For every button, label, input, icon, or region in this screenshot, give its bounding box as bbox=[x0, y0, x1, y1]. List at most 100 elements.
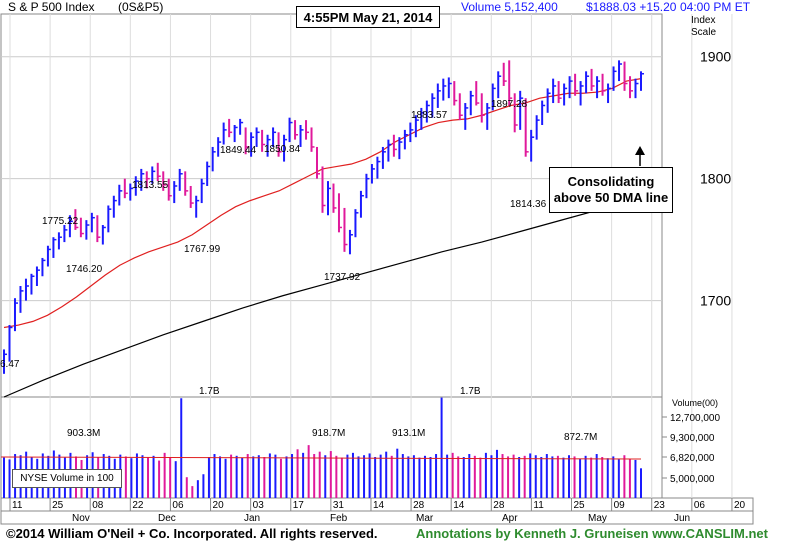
date-tick-label: 25 bbox=[52, 500, 64, 511]
volume-average-line bbox=[0, 456, 642, 460]
month-label: Jun bbox=[674, 513, 690, 524]
annotation-line-2: above 50 DMA line bbox=[553, 190, 669, 205]
date-tick-label: 28 bbox=[413, 500, 425, 511]
price-bar bbox=[337, 193, 342, 233]
price-bar bbox=[46, 245, 51, 267]
price-bar bbox=[431, 93, 436, 118]
price-bar bbox=[239, 118, 244, 135]
price-bar bbox=[568, 76, 573, 99]
month-label: Mar bbox=[416, 513, 434, 524]
price-bar bbox=[173, 181, 178, 204]
price-bar bbox=[250, 132, 255, 157]
price-bar bbox=[189, 185, 194, 208]
price-bar bbox=[3, 349, 7, 374]
price-bar bbox=[497, 71, 502, 99]
price-bar bbox=[90, 212, 95, 233]
price-change-header: $1888.03 +15.20 bbox=[586, 0, 677, 14]
price-bar bbox=[123, 178, 128, 199]
price-bar bbox=[145, 171, 150, 189]
price-bar bbox=[376, 156, 381, 179]
price-bar bbox=[398, 137, 403, 160]
volume-tick-label: 9,300,000 bbox=[670, 433, 715, 444]
price-bar bbox=[354, 209, 359, 238]
date-tick-label: 06 bbox=[172, 500, 184, 511]
date-tick-label: 28 bbox=[493, 500, 505, 511]
price-bar bbox=[530, 129, 535, 162]
price-bar bbox=[332, 183, 337, 213]
price-bar bbox=[552, 78, 557, 104]
price-bar bbox=[590, 68, 595, 91]
volume-tick-label: 5,000,000 bbox=[670, 474, 715, 485]
price-bar bbox=[8, 325, 13, 362]
copyright-footer: ©2014 William O'Neil + Co. Incorporated.… bbox=[6, 526, 378, 541]
price-annotation: 6.47 bbox=[0, 359, 20, 370]
price-bar bbox=[211, 146, 216, 172]
datetime-box: 4:55PM May 21, 2014 bbox=[296, 6, 440, 28]
price-bar bbox=[612, 66, 617, 91]
price-bar bbox=[326, 181, 331, 216]
price-bar bbox=[294, 120, 299, 140]
scale-label-scale: Scale bbox=[691, 27, 717, 38]
price-bar bbox=[365, 173, 370, 199]
price-bar bbox=[129, 183, 134, 201]
price-bar bbox=[96, 215, 101, 243]
price-bar bbox=[447, 77, 452, 99]
price-annotation: 1849.44 bbox=[220, 145, 257, 156]
price-bar bbox=[52, 237, 57, 258]
volume-header: Volume 5,152,400 bbox=[461, 0, 558, 14]
price-bar bbox=[381, 146, 386, 169]
price-bar bbox=[255, 127, 260, 147]
price-bar bbox=[519, 90, 524, 130]
date-tick-label: 25 bbox=[574, 500, 586, 511]
date-tick-label: 22 bbox=[132, 500, 144, 511]
annotations-footer: Annotations by Kenneth J. Gruneisen www.… bbox=[416, 526, 768, 541]
price-bar bbox=[272, 127, 277, 147]
price-bar bbox=[557, 81, 562, 104]
price-bar bbox=[167, 178, 172, 201]
price-bar bbox=[623, 61, 628, 91]
price-bar bbox=[420, 107, 425, 130]
price-bar bbox=[244, 127, 249, 155]
volume-annotation: 872.7M bbox=[564, 432, 597, 443]
price-bar bbox=[74, 209, 79, 230]
price-bar bbox=[151, 166, 156, 184]
date-tick-label: 11 bbox=[12, 500, 23, 511]
price-bar bbox=[195, 195, 200, 218]
price-bar bbox=[162, 171, 167, 191]
date-tick-label: 03 bbox=[253, 500, 265, 511]
price-bar bbox=[585, 71, 590, 94]
price-bar bbox=[206, 161, 211, 186]
price-bar bbox=[261, 129, 266, 152]
date-tick-label: 23 bbox=[654, 500, 666, 511]
close-time-header: 04:00 PM ET bbox=[680, 0, 751, 14]
price-bar bbox=[574, 73, 579, 96]
price-bar bbox=[118, 184, 123, 206]
volume-annotation: 903.3M bbox=[67, 428, 100, 439]
date-tick-label: 09 bbox=[614, 500, 626, 511]
month-label: Nov bbox=[72, 513, 90, 524]
ma200-line bbox=[3, 195, 642, 398]
price-bar bbox=[41, 257, 46, 277]
volume-tick-label: 6,820,000 bbox=[670, 453, 715, 464]
price-bar bbox=[442, 78, 447, 101]
annotation-line-1: Consolidating bbox=[567, 174, 655, 189]
price-bar bbox=[266, 134, 271, 157]
price-bar bbox=[453, 81, 458, 106]
price-bar bbox=[85, 220, 90, 240]
volume-legend: NYSE Volume in 100 bbox=[12, 469, 122, 488]
price-bar bbox=[316, 146, 321, 179]
price-bar bbox=[629, 76, 634, 99]
price-bar bbox=[508, 60, 513, 106]
price-bar bbox=[140, 168, 145, 191]
consolidating-annotation: Consolidating above 50 DMA line bbox=[549, 167, 673, 213]
price-bar bbox=[200, 178, 205, 204]
date-tick-label: 14 bbox=[373, 500, 385, 511]
price-bar bbox=[640, 71, 644, 91]
volume-annotation: 918.7M bbox=[312, 428, 345, 439]
date-tick-label: 20 bbox=[734, 500, 746, 511]
date-tick-label: 17 bbox=[293, 500, 305, 511]
price-bar bbox=[310, 127, 315, 152]
volume-tick-label: 12,700,000 bbox=[670, 413, 720, 424]
price-bar bbox=[464, 103, 469, 130]
